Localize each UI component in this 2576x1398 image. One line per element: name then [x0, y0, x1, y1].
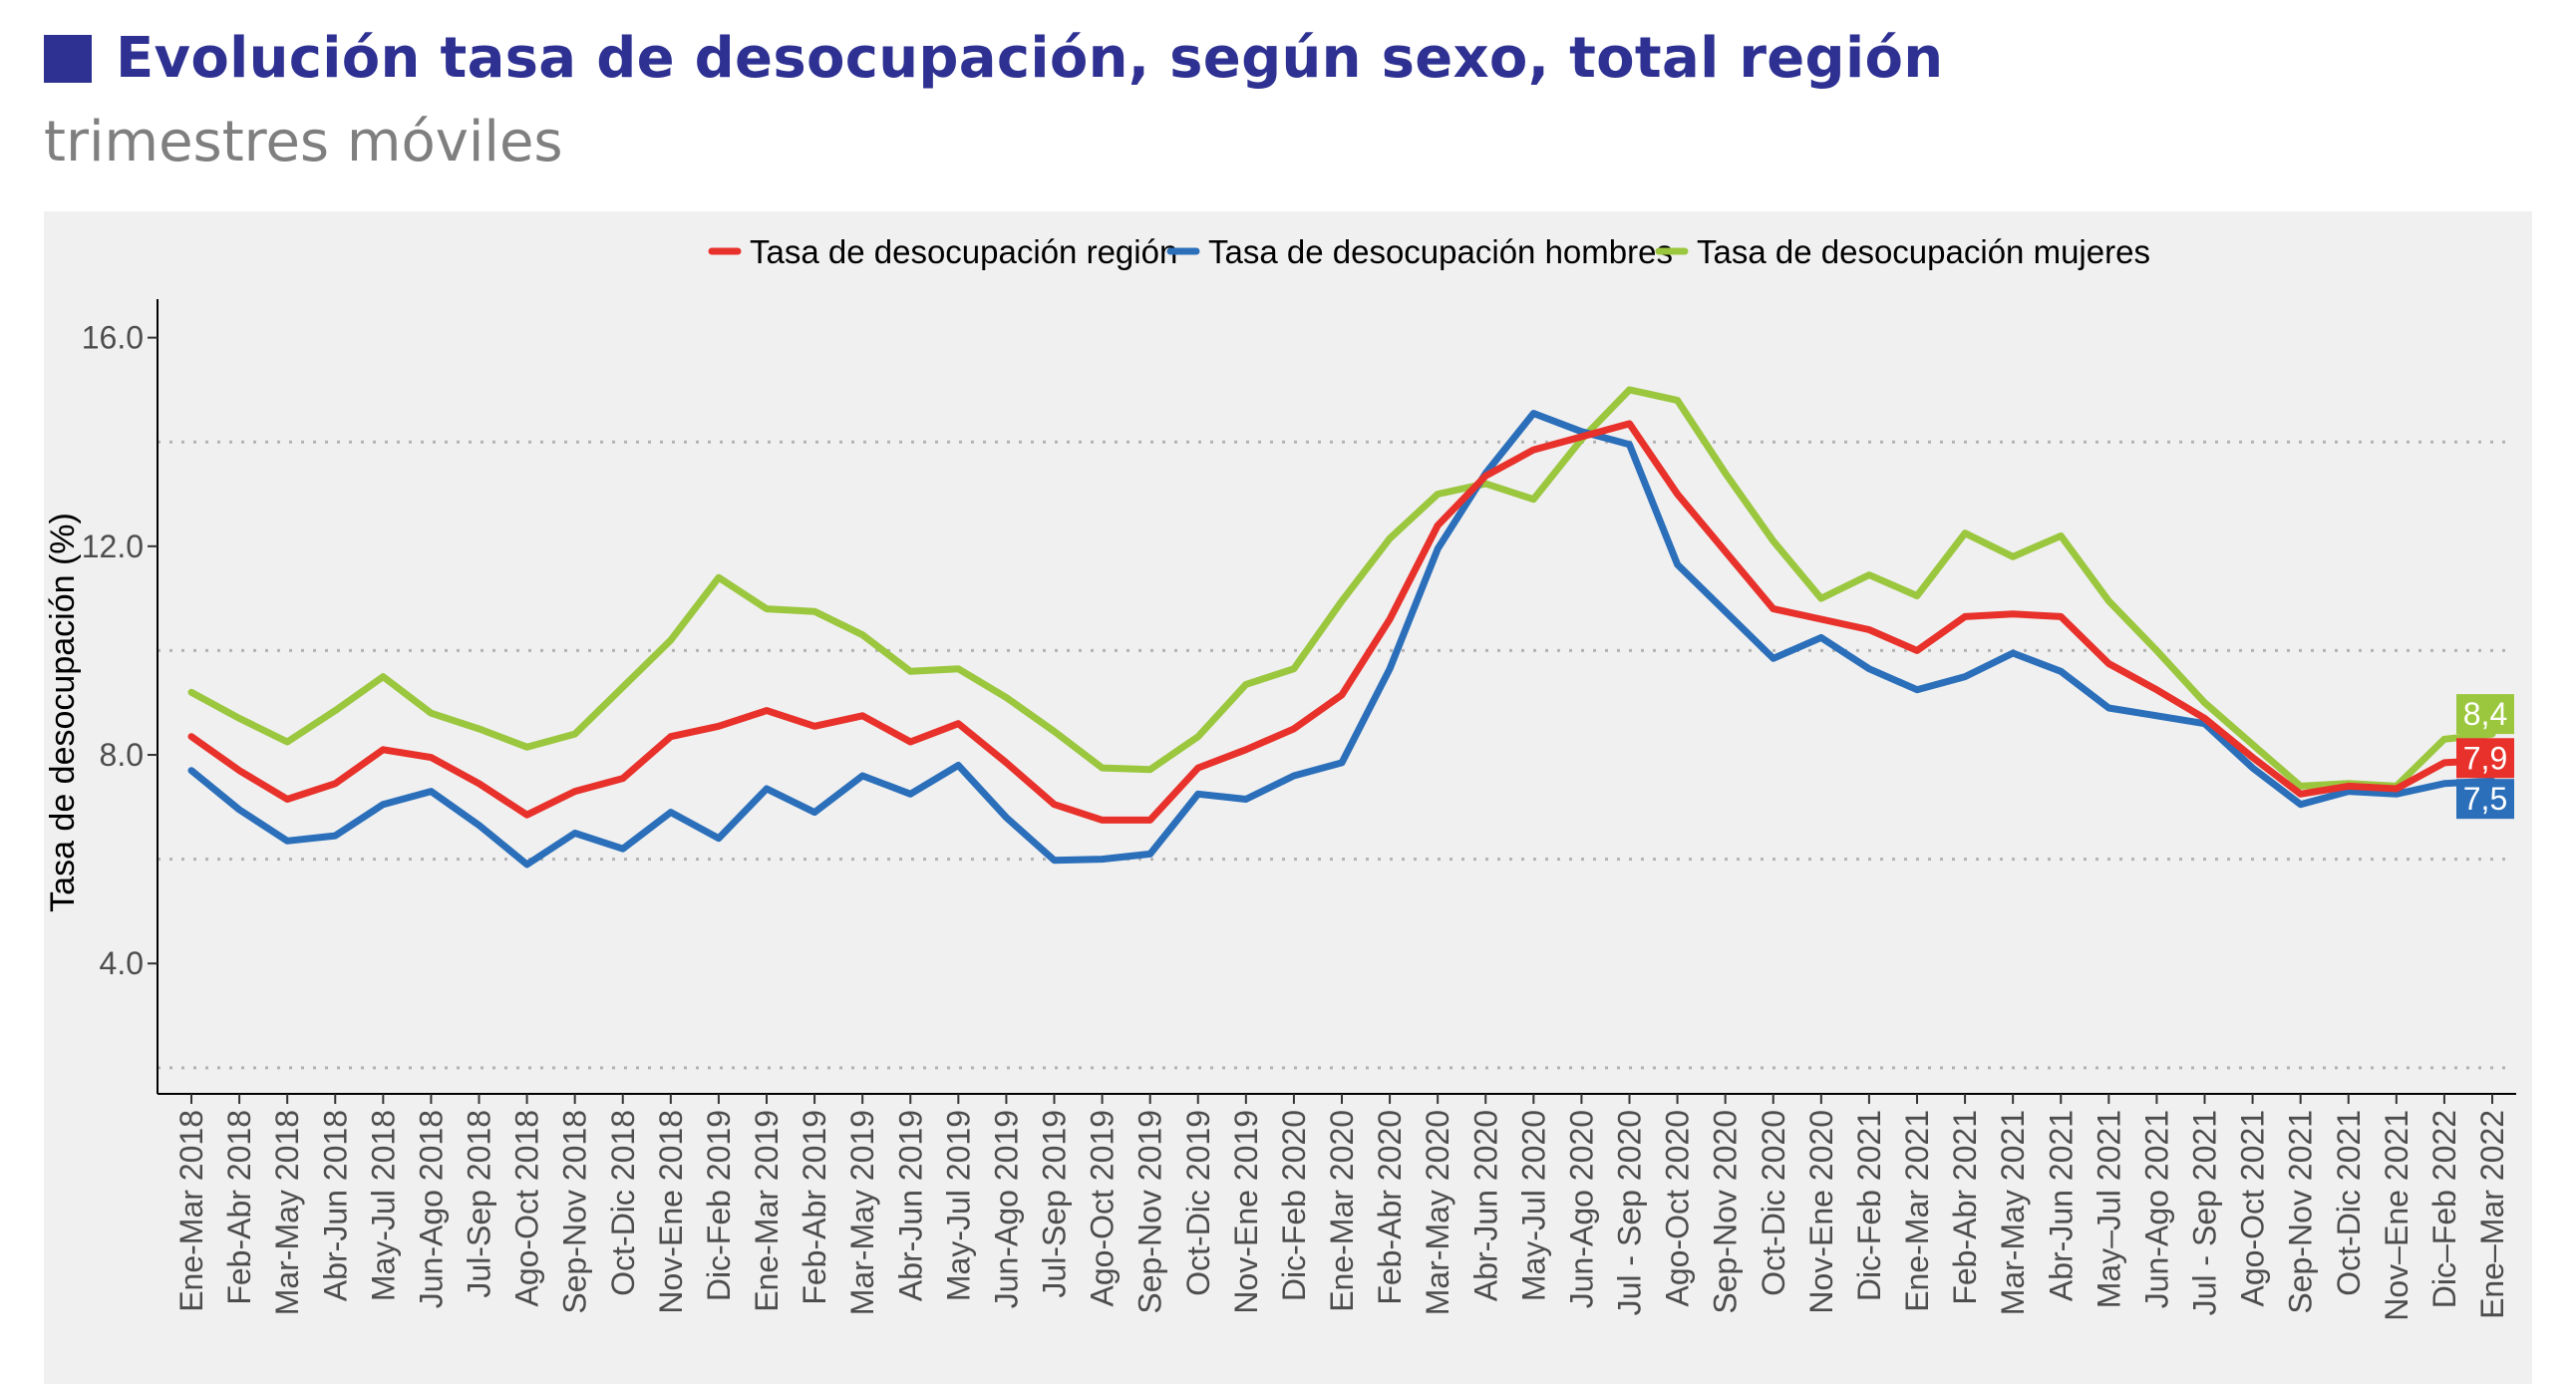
x-tick-label: Ene-Mar 2018 — [173, 1110, 209, 1312]
chart-subtitle: trimestres móviles — [44, 110, 563, 175]
end-label-value: 7,9 — [2463, 740, 2507, 776]
legend-label: Tasa de desocupación región — [750, 233, 1177, 270]
x-tick-label: Ene-Mar 2021 — [1899, 1110, 1935, 1312]
x-tick-label: Nov–Ene 2021 — [2379, 1110, 2415, 1321]
x-tick-label: Mar-May 2020 — [1420, 1110, 1455, 1315]
y-tick-label: 16.0 — [82, 320, 144, 356]
x-tick-label: Dic-Feb 2019 — [701, 1110, 737, 1301]
x-tick-label: Ene–Mar 2022 — [2474, 1110, 2510, 1319]
series-line-hombres — [187, 410, 2496, 869]
x-tick-label: Jun-Ago 2019 — [988, 1110, 1024, 1308]
x-tick-label: Oct-Dic 2020 — [1756, 1110, 1791, 1296]
x-tick-label: Mar-May 2018 — [269, 1110, 305, 1315]
x-tick-label: Dic–Feb 2022 — [2426, 1110, 2462, 1308]
x-tick-label: Jun-Ago 2018 — [413, 1110, 449, 1308]
legend: Tasa de desocupación región Tasa de desoc… — [708, 233, 2150, 270]
end-label-value: 7,5 — [2463, 781, 2507, 817]
x-tick-label: Feb-Abr 2019 — [797, 1110, 832, 1305]
x-tick-label: Mar-May 2019 — [844, 1110, 880, 1315]
x-tick-label: Oct-Dic 2018 — [605, 1110, 641, 1296]
x-tick-label: Sep-Nov 2019 — [1132, 1110, 1168, 1314]
x-tick-label: May-Jul 2020 — [1515, 1110, 1551, 1301]
line-chart: Tasa de desocupación región Tasa de desoc… — [44, 233, 2516, 1321]
x-tick-label: Jul-Sep 2018 — [462, 1110, 497, 1298]
y-tick-label: 4.0 — [100, 945, 144, 981]
x-tick-label: May-Jul 2018 — [365, 1110, 401, 1301]
x-tick-label: Jun-Ago 2021 — [2138, 1110, 2174, 1308]
x-tick-label: Ene-Mar 2020 — [1324, 1110, 1360, 1312]
x-tick-label: Dic-Feb 2021 — [1851, 1110, 1887, 1301]
x-tick-label: Jul - Sep 2021 — [2187, 1110, 2223, 1315]
x-tick-label: Feb-Abr 2018 — [221, 1110, 257, 1305]
x-tick-label: Dic-Feb 2020 — [1276, 1110, 1312, 1301]
end-label-box — [2456, 779, 2514, 820]
axes — [157, 299, 2516, 1095]
x-tick-label: Ago-Oct 2021 — [2235, 1110, 2271, 1306]
legend-label: Tasa de desocupación mujeres — [1697, 233, 2150, 270]
y-tick-label: 12.0 — [82, 528, 144, 564]
series-lines — [187, 386, 2496, 869]
x-tick-label: Sep-Nov 2018 — [557, 1110, 593, 1314]
x-tick-label: Sep-Nov 2020 — [1708, 1110, 1744, 1314]
x-tick-label: Sep-Nov 2021 — [2283, 1110, 2319, 1314]
x-tick-label: Ago-Oct 2019 — [1085, 1110, 1121, 1306]
x-tick-label: Ago-Oct 2018 — [509, 1110, 545, 1306]
x-tick-label: Jul - Sep 2020 — [1612, 1110, 1648, 1315]
legend-label: Tasa de desocupación hombres — [1208, 233, 1673, 270]
end-label-box — [2456, 738, 2514, 779]
x-tick-label: Abr-Jun 2018 — [317, 1110, 353, 1301]
x-tick-label: Mar-May 2021 — [1995, 1110, 2031, 1315]
y-axis-label: Tasa de desocupación (%) — [44, 513, 82, 912]
y-ticks: 4.0 8.0 12.0 16.0 — [82, 320, 158, 981]
series-line-mujeres — [187, 386, 2496, 790]
x-tick-label: Feb-Abr 2021 — [1947, 1110, 1983, 1305]
x-tick-label: May–Jul 2021 — [2091, 1110, 2126, 1308]
title-row: Evolución tasa de desocupación, según se… — [44, 26, 1943, 91]
x-tick-label: Abr-Jun 2021 — [2043, 1110, 2079, 1301]
x-tick-label: Oct-Dic 2021 — [2331, 1110, 2367, 1296]
x-tick-label: May-Jul 2019 — [940, 1110, 976, 1301]
title-square-icon — [44, 34, 92, 83]
x-tick-label: Ago-Oct 2020 — [1660, 1110, 1696, 1306]
x-ticks: Ene-Mar 2018 Feb-Abr 2018 Mar-May 2018 Abr-… — [173, 1094, 2510, 1321]
x-tick-label: Abr-Jun 2019 — [892, 1110, 928, 1301]
x-tick-label: Nov-Ene 2020 — [1803, 1110, 1839, 1314]
end-labels: 7,9 7,5 8,4 — [2456, 694, 2514, 820]
x-tick-label: Ene-Mar 2019 — [749, 1110, 785, 1312]
gridlines — [158, 440, 2512, 1070]
x-tick-label: Nov-Ene 2019 — [1228, 1110, 1264, 1314]
y-tick-label: 8.0 — [100, 737, 144, 773]
chart-panel: Tasa de desocupación región Tasa de desoc… — [44, 211, 2532, 1384]
series-line-region — [187, 420, 2496, 824]
x-tick-label: Jul-Sep 2019 — [1037, 1110, 1073, 1298]
x-tick-label: Feb-Abr 2020 — [1372, 1110, 1408, 1305]
x-tick-label: Abr-Jun 2020 — [1467, 1110, 1503, 1301]
x-tick-label: Jun-Ago 2020 — [1563, 1110, 1599, 1308]
x-tick-label: Oct-Dic 2019 — [1180, 1110, 1216, 1296]
end-label-box — [2456, 694, 2514, 735]
x-tick-label: Nov-Ene 2018 — [653, 1110, 689, 1314]
end-label-value: 8,4 — [2463, 696, 2507, 732]
chart-title: Evolución tasa de desocupación, según se… — [116, 26, 1944, 91]
